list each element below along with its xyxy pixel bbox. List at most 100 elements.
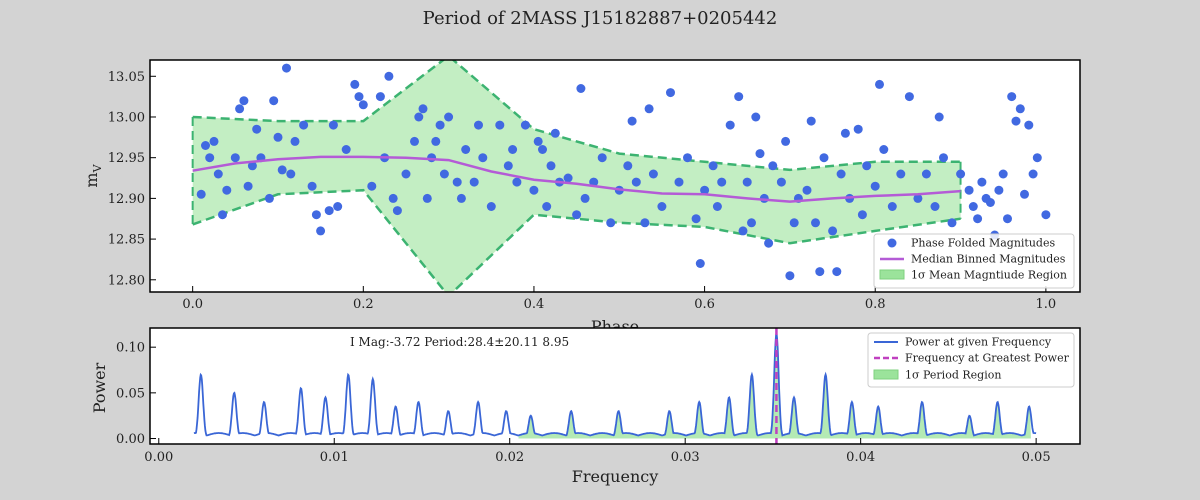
phase-data-point [683,153,692,163]
phase-data-point [418,104,428,114]
phase-data-point [674,177,684,187]
phase-data-point [503,161,513,171]
phase-data-point [222,185,232,195]
phase-y-tick-label: 13.00 [108,110,145,125]
legend-period-patch-icon [873,369,899,380]
phase-data-point [299,120,309,130]
phase-data-point [375,92,385,102]
phase-data-point [862,161,872,171]
phase-data-point [985,198,995,207]
phase-data-point [875,79,884,89]
phase-plot-frame [149,59,1081,293]
phase-y-tick-label: 12.80 [108,273,145,288]
phase-data-point [469,177,479,187]
phase-data-point [427,153,437,163]
phase-y-tick-label: 12.85 [108,233,145,248]
phase-data-point [934,112,944,122]
phase-data-point [533,136,543,146]
phase-data-point [627,116,637,126]
phase-data-point [269,96,279,106]
phase-data-point [1024,120,1034,130]
phase-data-point [324,206,334,216]
phase-data-point [350,79,360,89]
phase-data-point [857,210,867,220]
phase-data-point [341,145,351,154]
phase-data-point [968,202,978,211]
phase-y-tick-label: 13.05 [108,70,145,85]
phase-data-point [508,145,518,154]
phase-data-point [290,136,300,146]
phase-data-point [947,218,957,228]
phase-data-point [1020,189,1029,199]
phase-data-point [717,177,727,187]
phase-data-point [887,202,897,211]
phase-data-point [640,218,650,228]
phase-data-point [725,120,735,130]
phase-data-point [657,202,667,211]
phase-data-point [785,271,795,281]
phase-data-point [853,124,863,134]
phase-data-point [286,169,296,179]
phase-data-point [1015,104,1025,114]
phase-data-point [247,161,257,171]
phase-data-point [977,177,987,187]
phase-data-point [666,88,675,98]
phase-data-point [456,193,466,203]
phase-x-tick-label: 0.0 [182,297,203,312]
phase-data-point [819,153,829,163]
phase-data-point [742,177,752,187]
phase-data-point [802,185,812,195]
phase-x-tick-label: 1.0 [1036,297,1057,312]
periodogram-legend: Power at given Frequency Frequency at Gr… [867,332,1075,388]
phase-data-point [218,210,227,220]
phase-data-point [252,124,262,134]
phase-data-point [998,169,1008,179]
phase-data-point [422,193,432,203]
sigma-band-upper-edge [192,60,961,172]
phase-data-point [367,181,377,191]
phase-x-tick-label: 0.8 [865,297,886,312]
phase-data-point [576,84,586,93]
phase-data-point [414,112,424,122]
phase-data-point [444,112,454,122]
phase-data-point [964,185,974,195]
phase-data-point [904,92,914,102]
legend-band-patch-icon [879,269,905,280]
phase-data-point [538,145,547,154]
legend-phase-folded: Phase Folded Magnitudes [911,237,1055,250]
phase-data-point [1003,214,1012,224]
periodogram-plot: 0.00 0.01 0.02 0.03 0.04 0.05 0.00 0.05 0.10 Fr… [90,327,1081,486]
phase-data-point [435,120,445,130]
phase-data-point [789,218,799,228]
phase-data-point [776,177,786,187]
phase-data-point [606,218,616,228]
power-y-tick-label: 0.10 [116,341,145,356]
phase-data-point [388,193,398,203]
phase-data-point [1032,153,1042,163]
phase-data-point [973,214,983,224]
phase-x-tick-label: 0.2 [353,297,374,312]
power-spectrum-line [193,330,1037,437]
phase-data-point [316,226,326,236]
phase-data-point [431,136,441,146]
phase-data-point [930,202,940,211]
legend-band-region: 1σ Mean Magntiude Region [911,269,1067,282]
phase-data-point [542,202,552,211]
phase-y-axis-label: mV [82,163,104,187]
frequency-x-axis-label: Frequency [572,467,659,486]
phase-data-point [751,112,761,122]
phase-data-point [994,185,1004,195]
phase-data-point [939,153,948,163]
phase-data-point [956,169,966,179]
phase-data-point [1011,116,1021,126]
phase-data-point [550,128,560,138]
phase-x-tick-label: 0.6 [694,297,715,312]
phase-data-point [691,214,701,224]
phase-data-point [879,145,889,154]
phase-data-point [644,104,654,114]
phase-data-point [230,153,240,163]
phase-data-point [384,71,394,81]
phase-data-point [708,161,718,171]
legend-power: Power at given Frequency [905,336,1052,349]
